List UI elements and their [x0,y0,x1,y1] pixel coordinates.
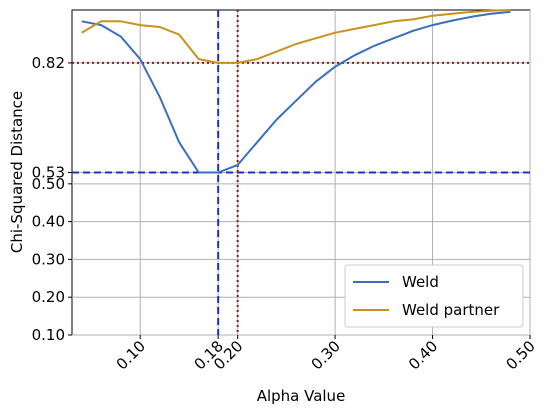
series-line-weld-partner [81,9,511,64]
y-tick-label: 0.53 [32,164,65,182]
y-tick-label: 0.40 [32,213,65,231]
reference-lines [72,10,530,335]
legend-box [344,264,524,328]
x-tick-label: 0.30 [308,337,344,373]
x-axis-ticks: 0.10 0.180.20 0.30 0.40 0.50 [113,335,539,373]
y-tick-label: 0.10 [32,326,65,344]
series-line-weld [81,10,511,174]
legend-label-weld-partner: Weld partner [402,301,500,319]
x-tick-label: 0.10 [113,337,149,373]
y-tick-label: 0.50 [32,175,65,193]
y-tick-label: 0.20 [32,288,65,306]
y-axis-ticks: 0.10 0.20 0.30 0.40 0.500.53 0.82 [32,54,72,344]
legend: Weld Weld partner [344,264,524,328]
x-tick-label: 0.40 [405,337,441,373]
legend-label-weld: Weld [402,273,439,291]
series-layer [81,9,511,174]
y-tick-label: 0.30 [32,250,65,268]
x-tick-label: 0.50 [502,337,538,373]
x-axis-label: Alpha Value [257,387,346,405]
y-tick-label: 0.82 [32,54,65,72]
y-axis-label: Chi-Squared Distance [8,91,26,253]
